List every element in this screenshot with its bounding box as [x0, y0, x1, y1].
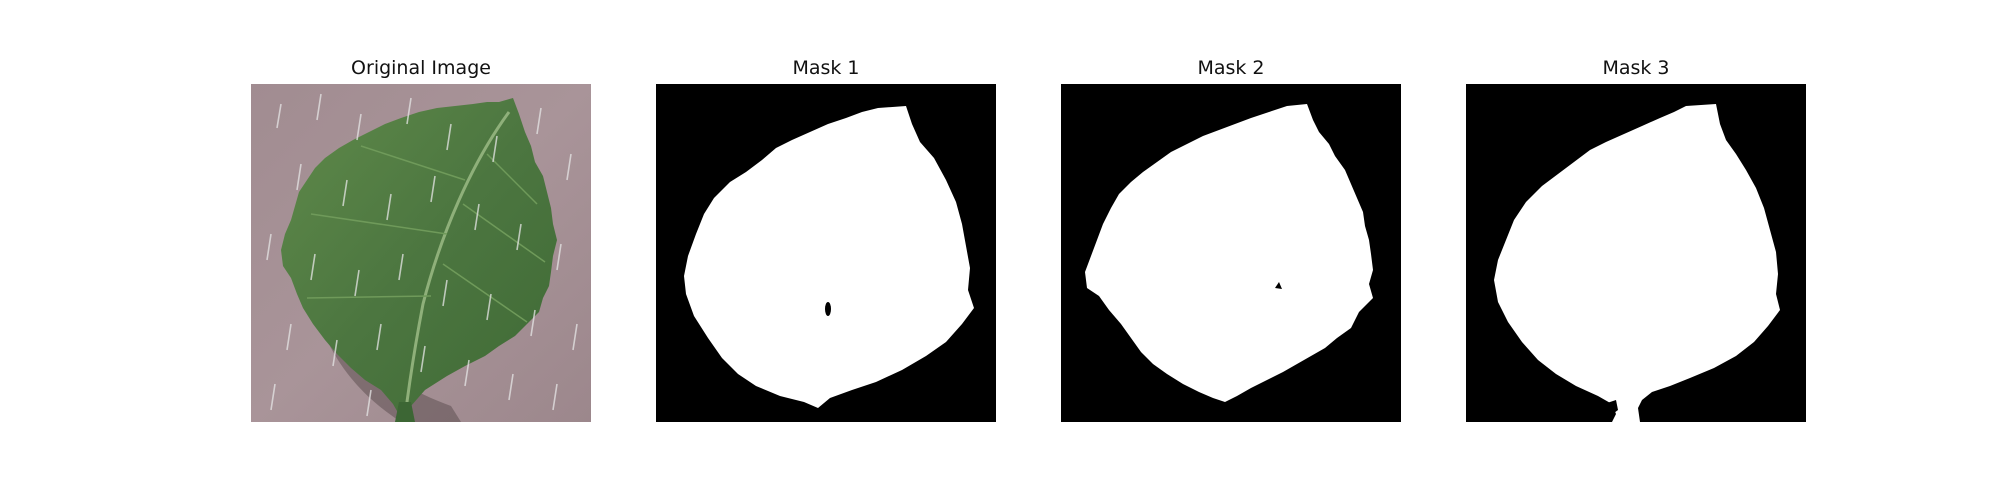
original-leaf-image: [251, 84, 591, 422]
mask-leaf-silhouette: [684, 106, 974, 408]
leaf-vein: [462, 203, 546, 263]
panel-mask-1: Mask 1: [656, 0, 996, 500]
leaf-midrib: [403, 111, 511, 419]
mask-2-image: [1061, 84, 1401, 422]
leaf-vein: [442, 263, 528, 323]
leaf-vein: [306, 295, 432, 299]
mask-hole: [825, 302, 831, 316]
mask-leaf-silhouette: [1085, 104, 1373, 402]
mask-leaf-silhouette: [1494, 104, 1780, 422]
leaf-shape: [281, 98, 557, 418]
panel-mask-3: Mask 3: [1466, 0, 1806, 500]
panel-title: Mask 3: [1602, 57, 1670, 79]
leaf-vein: [360, 145, 466, 181]
leaf-vein: [486, 153, 538, 205]
leaf-stem: [395, 402, 415, 422]
leaf-vein: [310, 213, 448, 235]
mask-1-image: [656, 84, 996, 422]
mask-speck: [1275, 282, 1282, 289]
panel-title: Mask 2: [1197, 57, 1265, 79]
panel-mask-2: Mask 2: [1061, 0, 1401, 500]
mask-stem-gap: [1602, 400, 1618, 416]
panel-title: Mask 1: [792, 57, 860, 79]
mask-3-image: [1466, 84, 1806, 422]
panel-original-image: Original Image: [251, 0, 591, 500]
streak-noise: [266, 93, 578, 417]
panel-title: Original Image: [351, 57, 491, 79]
